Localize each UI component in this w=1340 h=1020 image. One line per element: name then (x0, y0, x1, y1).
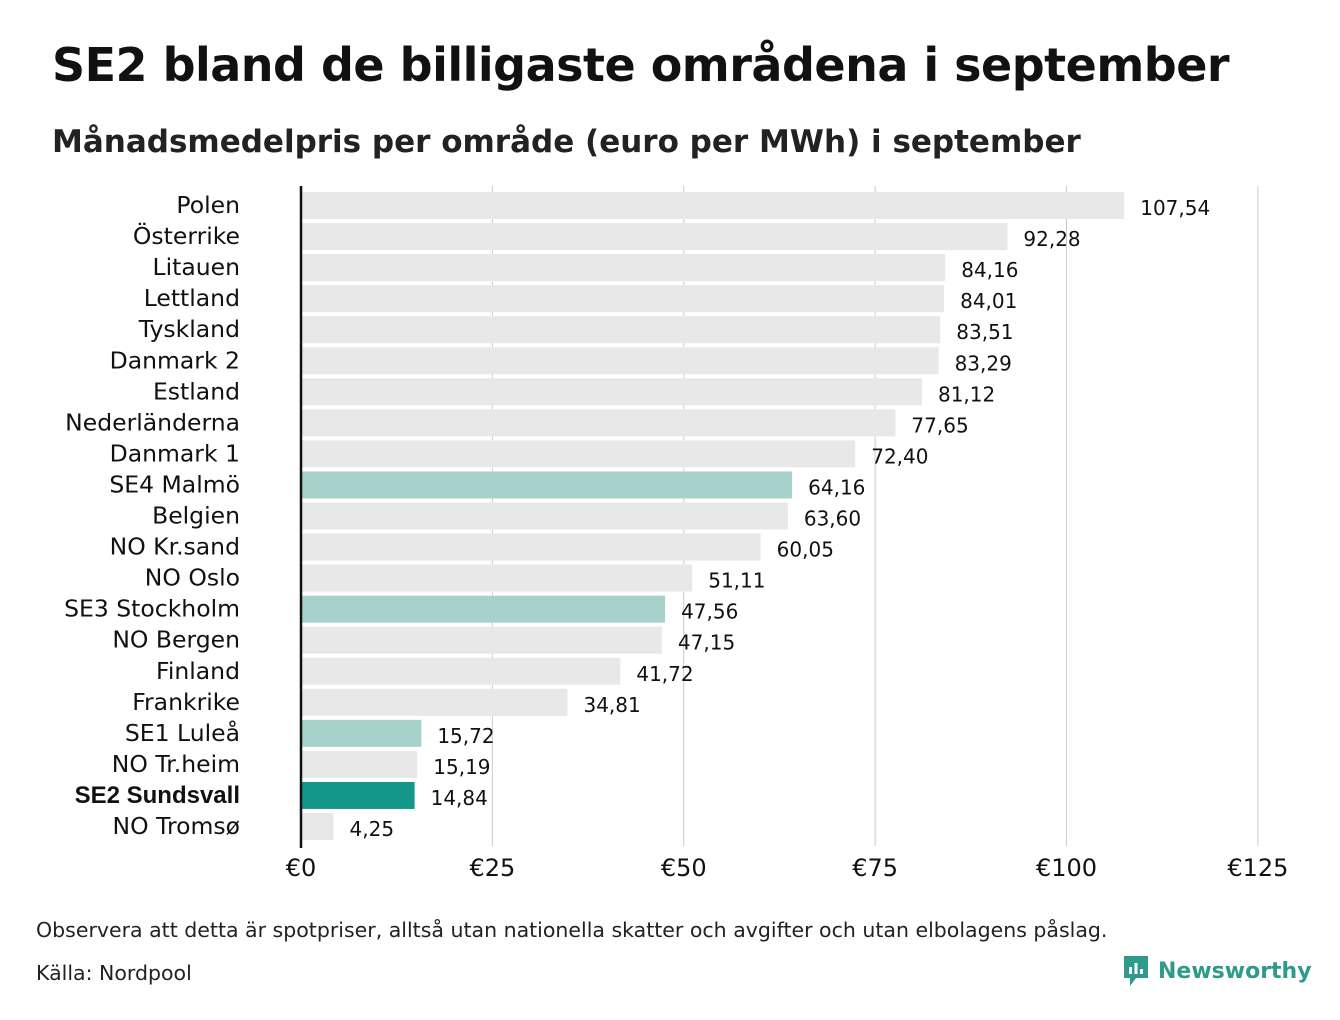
value-label: 81,12 (938, 382, 995, 406)
value-label: 14,84 (431, 786, 488, 810)
source-credit: Källa: Nordpool (36, 961, 192, 985)
bar (301, 719, 422, 747)
x-tick-label: €75 (852, 854, 898, 882)
bar (301, 316, 941, 344)
bar (301, 626, 662, 654)
bar (301, 440, 856, 468)
footnote: Observera att detta är spotpriser, allts… (36, 918, 1108, 942)
value-label: 51,11 (708, 569, 765, 593)
value-label: 60,05 (777, 538, 834, 562)
bar (301, 813, 334, 840)
brand-name: Newsworthy (1158, 958, 1312, 984)
category-label: Danmark 1 (110, 439, 240, 467)
x-tick-label: €125 (1227, 854, 1288, 882)
bar (301, 223, 1008, 251)
value-label: 47,56 (681, 600, 738, 624)
category-label: Österrike (133, 222, 240, 250)
value-label: 107,54 (1140, 196, 1210, 220)
category-label: Danmark 2 (110, 346, 240, 374)
bar (301, 378, 922, 406)
category-label: Estland (153, 377, 240, 405)
category-label: NO Kr.sand (110, 533, 240, 561)
value-label: 64,16 (808, 475, 865, 499)
value-label: 47,15 (678, 631, 735, 655)
x-tick-label: €25 (469, 854, 515, 882)
category-label: Polen (176, 191, 240, 219)
category-label: SE1 Luleå (125, 719, 240, 747)
bar (301, 657, 621, 685)
value-label: 63,60 (804, 507, 861, 531)
newsworthy-logo-icon (1124, 956, 1148, 986)
category-label: SE2 Sundsvall (75, 782, 240, 809)
category-label: Belgien (152, 502, 240, 530)
category-label: Nederländerna (65, 408, 240, 436)
category-label: SE4 Malmö (109, 470, 240, 498)
x-tick-label: €100 (1036, 854, 1097, 882)
chart-title: SE2 bland de billigaste områdena i septe… (52, 38, 1230, 92)
value-label: 77,65 (911, 413, 968, 437)
value-label: 83,51 (956, 320, 1013, 344)
value-label: 34,81 (583, 693, 640, 717)
value-label: 84,01 (960, 289, 1017, 313)
bar (301, 533, 761, 561)
bar (301, 285, 945, 313)
category-label: NO Bergen (112, 626, 240, 654)
x-tick-label: €0 (286, 854, 317, 882)
bar (301, 471, 793, 499)
category-label: NO Tr.heim (112, 750, 240, 778)
value-label: 15,72 (437, 724, 494, 748)
value-label: 72,40 (871, 444, 928, 468)
bar-chart: €0 €25 €50 €75 €100 €125 Polen 107,54 Österrike 9… (64, 186, 1288, 882)
brand-logo: Newsworthy (1122, 954, 1312, 988)
category-label: SE3 Stockholm (64, 595, 240, 623)
value-label: 15,19 (433, 755, 490, 779)
category-label: Tyskland (138, 315, 240, 343)
value-label: 92,28 (1023, 227, 1080, 251)
bar (301, 254, 946, 282)
bar (301, 781, 415, 809)
category-label: Frankrike (132, 688, 240, 716)
bar (301, 409, 896, 437)
bar (301, 595, 666, 623)
category-label: Finland (156, 657, 240, 685)
category-label: NO Tromsø (113, 812, 240, 840)
x-tick-label: €50 (661, 854, 707, 882)
bar (301, 564, 693, 592)
category-label: Lettland (144, 284, 240, 312)
category-label: Litauen (153, 253, 240, 281)
bar (301, 192, 1125, 219)
value-label: 4,25 (350, 817, 395, 841)
chart-subtitle: Månadsmedelpris per område (euro per MWh… (52, 124, 1081, 160)
bar (301, 688, 568, 716)
value-label: 84,16 (961, 258, 1018, 282)
bar (301, 347, 939, 375)
value-label: 41,72 (636, 662, 693, 686)
bar (301, 502, 788, 530)
category-label: NO Oslo (145, 564, 240, 592)
bar (301, 750, 418, 778)
value-label: 83,29 (955, 351, 1012, 375)
